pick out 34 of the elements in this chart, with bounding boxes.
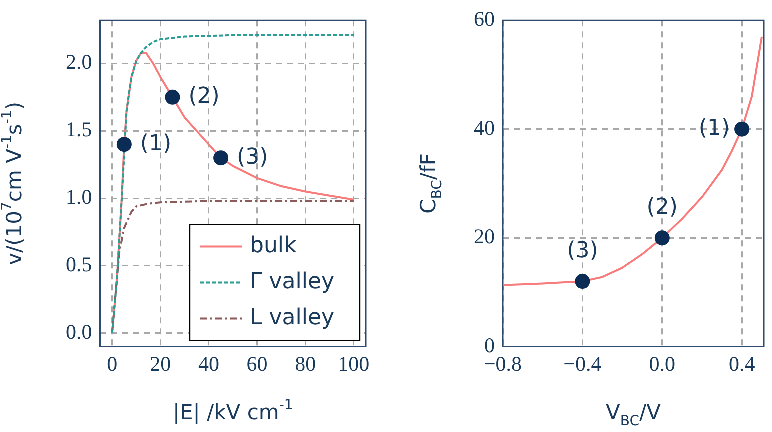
point <box>654 230 670 246</box>
legend-label: bulk <box>250 234 298 259</box>
point <box>575 274 590 290</box>
x-tick-label: 20 <box>150 352 172 376</box>
point <box>165 90 180 105</box>
point <box>214 150 229 166</box>
annotation: (1) <box>698 116 730 142</box>
annotation: (3) <box>567 238 598 264</box>
x-tick-label: 60 <box>246 352 268 376</box>
y-tick-label: 20 <box>474 224 495 249</box>
y-tick-label: 0.5 <box>66 252 92 276</box>
x-tick-label: 0.4 <box>728 352 756 376</box>
point <box>116 137 132 152</box>
x-tick-label: −0.4 <box>564 352 602 376</box>
annotation: (2) <box>646 194 678 220</box>
y-tick-label: 40 <box>474 116 495 140</box>
y-tick-label: 1.5 <box>66 118 92 142</box>
x-tick-label: 80 <box>295 352 316 376</box>
y-axis-title: v/(107cm V-1s-1) <box>0 102 26 266</box>
y-axis-title: CBC/fF <box>416 154 446 214</box>
annotation: (1) <box>140 131 172 156</box>
x-tick-label: 0.0 <box>649 352 676 376</box>
y-tick-label: 2.0 <box>66 50 92 74</box>
legend-label: L valley <box>250 306 335 331</box>
y-tick-label: 1.0 <box>66 185 92 210</box>
annotation: (2) <box>188 84 220 110</box>
annotation: (3) <box>237 144 268 170</box>
x-tick-label: 0 <box>107 352 118 376</box>
x-tick-label: 100 <box>338 352 370 376</box>
y-tick-label: 0.0 <box>66 320 92 344</box>
x-tick-label: 40 <box>198 352 220 376</box>
y-tick-label: 60 <box>474 7 495 32</box>
legend-label: Γ valley <box>250 270 335 295</box>
point <box>734 122 750 137</box>
